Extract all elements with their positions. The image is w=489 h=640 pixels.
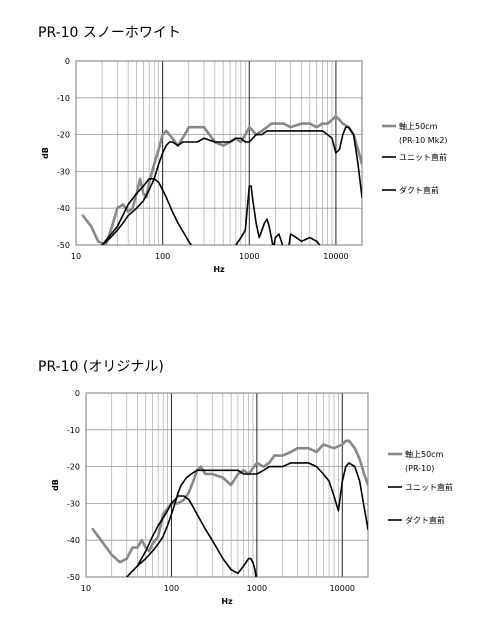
legend-entry: ダクト直前: [405, 515, 445, 525]
y-tick-label: 0: [65, 57, 70, 66]
x-tick-label: 10: [81, 584, 91, 593]
grid: [75, 60, 363, 246]
y-tick-label: -20: [67, 463, 80, 472]
x-tick-label: 100: [164, 584, 179, 593]
series-line-1: [126, 462, 368, 577]
y-tick-label: -20: [57, 131, 70, 140]
legend-entry-subtitle: (PR-10 Mk2): [399, 136, 448, 145]
y-axis-label: dB: [51, 479, 60, 491]
x-tick-label: 100: [155, 252, 170, 261]
y-tick-label: -30: [67, 499, 80, 508]
y-axis-label: dB: [41, 147, 50, 159]
y-tick-label: -30: [57, 167, 70, 176]
x-tick-label: 1000: [247, 584, 267, 593]
x-tick-label: 10000: [330, 584, 355, 593]
legend-entry-subtitle: (PR-10): [405, 464, 434, 473]
legend-entry: 軸上50cm: [405, 449, 444, 459]
chart-pr10-snow-white: PR-10 スノーホワイト 0 -10 -20 -30 -40 -50 10 100 1000 1…: [0, 0, 489, 300]
x-axis-label: Hz: [213, 265, 225, 274]
series-line-0: [91, 439, 368, 564]
x-tick-label: 10: [71, 252, 81, 261]
plot-frame: [75, 60, 363, 246]
x-tick-label: 10000: [323, 252, 348, 261]
y-tick-label: -50: [67, 573, 80, 582]
grid: [85, 392, 369, 578]
series-line-2: [136, 495, 257, 577]
legend-entry: 軸上50cm: [399, 121, 438, 131]
x-axis-label: Hz: [221, 597, 233, 606]
series-line-1: [101, 126, 362, 245]
y-tick-label: -10: [57, 94, 70, 103]
y-tick-label: -40: [57, 204, 70, 213]
legend-entry: ダクト直前: [399, 185, 439, 195]
series-line-2: [101, 178, 321, 245]
legend-entry: ユニット直前: [405, 482, 453, 492]
chart-title: PR-10 スノーホワイト: [38, 25, 181, 41]
y-tick-label: -10: [67, 426, 80, 435]
series-line-0: [81, 114, 362, 245]
x-tick-label: 1000: [239, 252, 259, 261]
y-tick-label: 0: [75, 389, 80, 398]
chart-pr10-original: PR-10 (オリジナル) 0 -10 -20 -30 -40 -50 10 100 1000 1…: [0, 330, 489, 640]
plot-frame: [85, 392, 369, 578]
chart-title: PR-10 (オリジナル): [38, 359, 164, 375]
legend-entry: ユニット直前: [399, 152, 447, 162]
y-tick-label: -50: [57, 241, 70, 250]
y-tick-label: -40: [67, 536, 80, 545]
